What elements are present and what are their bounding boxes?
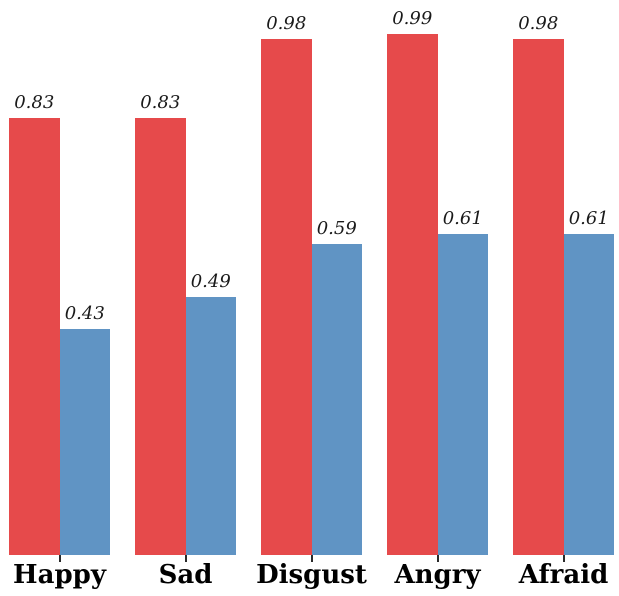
bar-value-label: 0.61 xyxy=(442,207,483,229)
bar-value-label: 0.49 xyxy=(190,271,231,292)
blue-bar xyxy=(563,233,614,555)
bar-value-label: 0.61 xyxy=(568,207,609,229)
bar-value-label: 0.83 xyxy=(140,92,181,113)
blue-bar xyxy=(59,328,110,555)
x-axis-tick xyxy=(184,555,187,562)
bar-value-label: 0.98 xyxy=(266,13,307,35)
blue-bar xyxy=(437,233,488,555)
red-bar xyxy=(513,39,564,555)
category-label: Sad xyxy=(158,560,213,590)
red-bar xyxy=(261,39,312,555)
red-bar xyxy=(387,33,438,555)
bar-value-label: 0.98 xyxy=(518,13,559,35)
bar-value-label: 0.43 xyxy=(64,302,105,324)
x-axis-tick xyxy=(58,555,61,562)
bar-value-label: 0.83 xyxy=(14,92,55,113)
red-bar xyxy=(135,118,186,555)
red-bar xyxy=(9,118,60,555)
blue-bar xyxy=(311,244,362,555)
blue-bar xyxy=(185,297,236,555)
category-label: Happy xyxy=(13,560,106,590)
category-label: Angry xyxy=(394,560,481,590)
x-axis-tick xyxy=(310,555,313,562)
category-label: Disgust xyxy=(256,560,367,590)
bar-value-label: 0.59 xyxy=(316,218,357,240)
x-axis-tick xyxy=(562,555,565,562)
category-label: Afraid xyxy=(518,560,609,590)
x-axis-tick xyxy=(436,555,439,562)
bar-value-label: 0.99 xyxy=(392,7,433,29)
